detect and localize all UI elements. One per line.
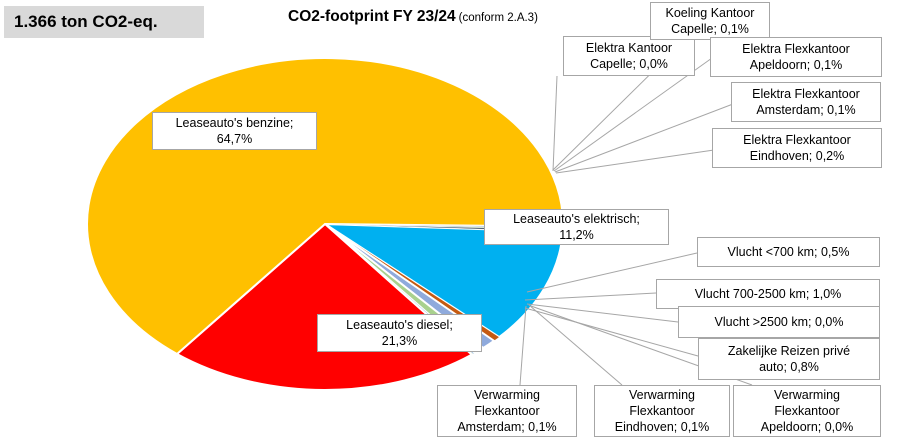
data-label: Zakelijke Reizen privé auto; 0,8% xyxy=(698,338,880,380)
leader-line xyxy=(524,307,699,357)
leader-line xyxy=(553,57,713,172)
data-label: Vlucht 700-2500 km; 1,0% xyxy=(656,279,880,309)
data-label: Verwarming Flexkantoor Amsterdam; 0,1% xyxy=(437,385,577,437)
leader-line xyxy=(524,292,657,301)
leader-line xyxy=(528,304,623,386)
data-label: Leaseauto's elektrisch; 11,2% xyxy=(484,209,669,245)
leader-line xyxy=(526,303,679,323)
data-label: Vlucht >2500 km; 0,0% xyxy=(678,306,880,338)
data-label: Leaseauto's benzine; 64,7% xyxy=(152,112,317,150)
data-label: Elektra Flexkantoor Apeldoorn; 0,1% xyxy=(710,37,882,77)
leader-line xyxy=(526,252,698,293)
data-label: Verwarming Flexkantoor Eindhoven; 0,1% xyxy=(594,385,730,437)
data-label: Verwarming Flexkantoor Apeldoorn; 0,0% xyxy=(733,385,881,437)
chart-title-text: CO2-footprint FY 23/24 xyxy=(288,8,456,25)
leader-line xyxy=(555,149,715,174)
leader-line xyxy=(519,305,527,386)
data-label: Koeling Kantoor Capelle; 0,1% xyxy=(650,2,770,40)
chart-title-note: (conform 2.A.3) xyxy=(458,12,538,24)
leader-line xyxy=(554,103,734,173)
chart-title: CO2-footprint FY 23/24 (conform 2.A.3) xyxy=(288,8,538,26)
leader-line xyxy=(552,75,558,172)
data-label: Elektra Kantoor Capelle; 0,0% xyxy=(563,36,695,76)
data-label: Leaseauto's diesel; 21,3% xyxy=(317,314,482,352)
data-label: Vlucht <700 km; 0,5% xyxy=(697,237,880,267)
data-label: Elektra Flexkantoor Amsterdam; 0,1% xyxy=(731,82,881,122)
data-label: Elektra Flexkantoor Eindhoven; 0,2% xyxy=(712,128,882,168)
total-footprint-badge: 1.366 ton CO2-eq. xyxy=(4,6,204,38)
